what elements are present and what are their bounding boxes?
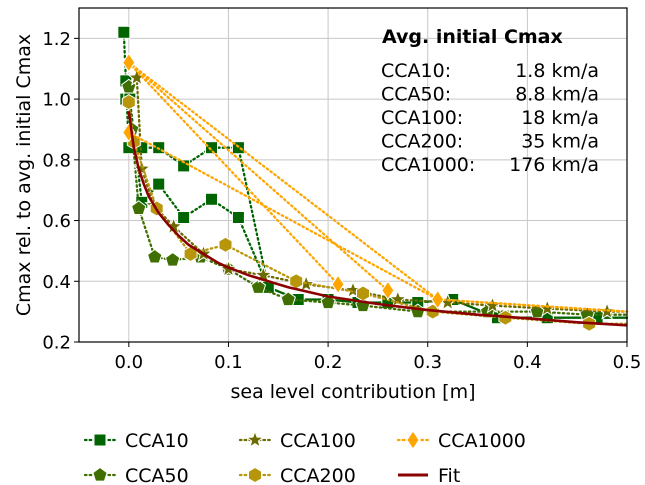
legend-item-cca200: CCA200 [238, 465, 356, 485]
legend: CCA10 CCA100 CCA1000 CCA50 CCA200 Fit [83, 430, 526, 485]
info-row-label: CCA100: [381, 107, 463, 129]
legend-marker [92, 466, 108, 482]
data-point [320, 294, 336, 310]
legend-label: CCA10 [125, 430, 189, 452]
data-point [331, 274, 345, 295]
x-tick-label: 0.5 [613, 352, 642, 373]
legend-item-cca10: CCA10 [83, 430, 189, 452]
legend-label: CCA100 [280, 430, 356, 452]
y-tick-label: 0.2 [42, 333, 71, 354]
data-point [164, 251, 181, 267]
series-line [127, 61, 340, 286]
info-row-value: 35 km/a [521, 131, 599, 153]
data-point [131, 200, 147, 215]
data-point [356, 285, 370, 302]
y-tick-label: 0.4 [42, 272, 71, 293]
legend-item-cca100: CCA100 [238, 430, 356, 452]
info-annotation: Avg. initial Cmax CCA10: 1.8 km/a CCA50: 8.… [381, 26, 599, 176]
info-row-value: 18 km/a [521, 107, 599, 129]
legend-item-cca50: CCA50 [83, 465, 189, 485]
data-point [218, 236, 233, 253]
series-fit [127, 111, 628, 327]
info-row-label: CCA200: [381, 131, 463, 153]
series-cca50 [121, 78, 629, 322]
legend-label: CCA1000 [438, 430, 526, 452]
y-axis-label: Cmax rel. to avg. initial Cmax [13, 34, 35, 316]
data-point [205, 192, 219, 206]
series-line [127, 61, 390, 292]
info-row-value: 176 km/a [509, 154, 599, 176]
axis-ticks: 0.0 0.1 0.2 0.3 0.4 0.5 0.2 0.4 0.6 0.8 1.0 1.2 [42, 29, 641, 373]
data-point [177, 211, 191, 225]
info-row-label: CCA10: [381, 60, 451, 82]
info-row-label: CCA1000: [381, 154, 475, 176]
series-layer [117, 25, 629, 332]
data-point [381, 280, 395, 301]
legend-item-fit: Fit [398, 465, 460, 485]
data-point [117, 25, 131, 39]
legend-item-cca1000: CCA1000 [396, 430, 526, 452]
data-point [289, 273, 304, 290]
x-tick-label: 0.0 [114, 352, 143, 373]
data-point [147, 248, 163, 264]
data-point [280, 291, 296, 307]
legend-marker [245, 430, 265, 449]
series-line [127, 131, 629, 313]
info-title: Avg. initial Cmax [382, 26, 563, 48]
legend-marker [93, 433, 107, 447]
x-tick-label: 0.3 [413, 352, 442, 373]
legend-label: Fit [438, 465, 460, 485]
data-point [250, 279, 267, 294]
legend-label: CCA200 [280, 465, 356, 485]
x-tick-label: 0.2 [314, 352, 343, 373]
data-point [152, 177, 166, 191]
y-tick-label: 0.6 [42, 211, 71, 232]
info-row-label: CCA50: [381, 84, 451, 106]
y-tick-label: 0.8 [42, 150, 71, 171]
data-point [431, 289, 445, 310]
y-tick-label: 1.2 [42, 29, 71, 50]
data-point [231, 141, 245, 155]
x-tick-label: 0.1 [214, 352, 243, 373]
legend-marker [248, 466, 262, 484]
series-line [127, 111, 628, 327]
info-row-value: 8.8 km/a [515, 84, 599, 106]
y-tick-label: 1.0 [42, 90, 71, 111]
data-point [122, 52, 136, 73]
legend-marker [406, 430, 420, 450]
series-line [127, 85, 629, 316]
legend-label: CCA50 [125, 465, 189, 485]
x-tick-label: 0.4 [513, 352, 542, 373]
info-row-value: 1.8 km/a [515, 60, 599, 82]
data-point [231, 211, 245, 225]
data-point [121, 94, 136, 111]
plot-frame [78, 7, 628, 343]
x-axis-label: sea level contribution [m] [230, 381, 475, 403]
data-point [205, 141, 219, 155]
